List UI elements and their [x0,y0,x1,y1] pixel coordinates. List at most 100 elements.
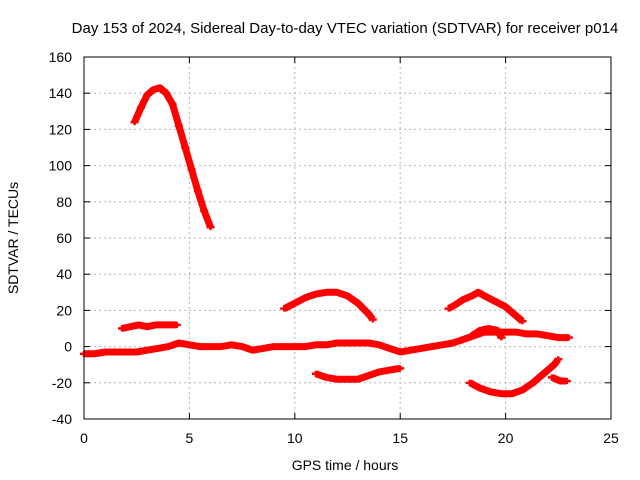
y-tick-label: 80 [56,194,72,210]
data-point [375,368,384,375]
x-tick-label: 15 [392,430,408,446]
data-point [547,374,556,381]
data-point [174,122,183,129]
data-point [459,296,468,303]
data-point [160,321,169,328]
data-point [501,303,510,310]
data-point [111,349,120,356]
data-point [280,305,289,312]
y-tick-label: 100 [49,158,73,174]
data-point [438,341,447,348]
data-point [185,341,194,348]
data-point [493,327,502,334]
x-tick-label: 25 [603,430,619,446]
data-point [368,316,377,323]
data-point [533,330,542,337]
y-tick-label: 60 [56,230,72,246]
data-point [385,367,394,374]
data-point [162,90,171,97]
y-tick-label: 120 [49,121,73,137]
data-point [238,343,247,350]
series-layer [80,84,573,398]
data-point [143,323,152,330]
y-tick-label: 40 [56,266,72,282]
data-point [564,334,573,341]
data-point [200,207,209,214]
data-point [448,339,457,346]
data-point [467,332,476,339]
data-point [181,144,190,151]
data-point [451,301,460,308]
y-axis-label: SDTVAR / TECUs [5,182,21,294]
data-point [172,321,181,328]
data-point [497,390,506,397]
data-point [206,343,215,350]
data-point [444,305,453,312]
chart-title: Day 153 of 2024, Sidereal Day-to-day VTE… [72,20,619,37]
data-point [143,92,152,99]
data-point [554,334,563,341]
data-point [311,291,320,298]
data-point [364,339,373,346]
data-point [269,343,278,350]
series-sat-arc-6 [446,288,525,324]
data-point [364,372,373,379]
data-point [512,312,521,319]
x-tick-label: 0 [80,430,88,446]
data-point [101,349,110,356]
data-point [497,334,506,341]
data-point [491,298,500,305]
data-point [280,343,289,350]
data-point [375,341,384,348]
data-point [512,329,521,336]
grid [84,57,611,419]
data-point [322,374,331,381]
y-tick-label: 20 [56,302,72,318]
data-point [248,347,257,354]
data-point [151,321,160,328]
x-axis-label: GPS time / hours [292,457,399,473]
series-sat-arc-8 [468,357,562,398]
data-point [554,356,563,363]
data-point [322,341,331,348]
data-point [474,289,483,296]
series-sat-arc-4 [282,288,376,322]
data-point [476,327,485,334]
data-point [332,376,341,383]
data-point [90,350,99,357]
data-point [332,289,341,296]
data-point [301,343,310,350]
data-point [396,349,405,356]
data-point [259,345,268,352]
data-point [343,292,352,299]
data-point [332,339,341,346]
data-point [364,311,373,318]
data-point [290,300,299,307]
plot-frame [83,56,612,420]
data-point [164,343,173,350]
data-point [427,343,436,350]
data-point [227,341,236,348]
y-tick-label: -20 [52,375,72,391]
data-point [174,339,183,346]
data-point [193,187,202,194]
data-point [153,345,162,352]
data-point [343,376,352,383]
data-point [155,84,164,91]
data-point [130,119,139,126]
data-point [476,385,485,392]
data-point [406,347,415,354]
data-point [206,224,215,231]
data-point [311,370,320,377]
data-point [168,101,177,108]
data-point [484,325,493,332]
y-tick-label: -40 [52,411,72,427]
data-point [217,343,226,350]
data-point [396,365,405,372]
data-point [322,289,331,296]
data-point [311,341,320,348]
data-point [122,349,131,356]
data-point [518,387,527,394]
x-tick-label: 5 [186,430,194,446]
